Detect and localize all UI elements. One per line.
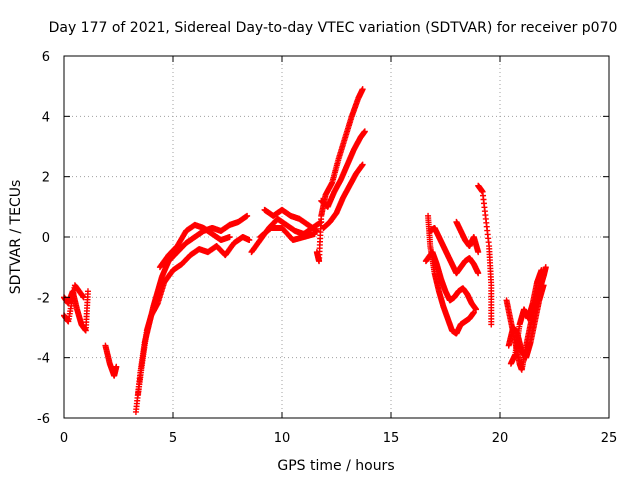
x-tick-label: 25 (601, 431, 618, 446)
y-tick-label: 6 (42, 50, 50, 65)
y-tick-label: 0 (42, 231, 50, 246)
y-tick-label: 4 (42, 110, 50, 125)
data-points (61, 86, 549, 415)
data-point (538, 267, 545, 274)
axis-ticks: 0 5 10 15 20 25 -6 -4 -2 0 2 4 6 (37, 50, 617, 446)
y-axis-label: SDTVAR / TECUs (8, 180, 24, 295)
y-tick-label: -2 (37, 291, 50, 306)
data-point (475, 270, 482, 277)
y-tick-label: -6 (37, 412, 50, 427)
x-tick-label: 15 (383, 431, 400, 446)
data-point (113, 363, 120, 370)
data-point (540, 282, 547, 289)
data-point (470, 309, 477, 316)
y-tick-label: -4 (37, 352, 50, 367)
x-axis-label: GPS time / hours (277, 458, 394, 474)
x-tick-label: 5 (169, 431, 177, 446)
data-point (361, 128, 368, 135)
data-point (80, 294, 87, 301)
data-point (542, 264, 549, 271)
data-point (244, 212, 251, 219)
data-point (313, 227, 320, 234)
y-tick-label: 2 (42, 171, 50, 186)
grid-lines (64, 56, 609, 418)
data-point (226, 234, 233, 240)
data-point (473, 306, 480, 313)
data-point (475, 249, 482, 256)
data-point (84, 288, 91, 295)
chart-title: Day 177 of 2021, Sidereal Day-to-day VTE… (49, 20, 618, 36)
x-tick-label: 20 (492, 431, 509, 446)
data-point (359, 161, 366, 168)
x-tick-label: 10 (274, 431, 291, 446)
data-point (311, 230, 318, 237)
data-point (246, 237, 253, 244)
data-point (488, 321, 495, 328)
data-point (359, 86, 366, 93)
x-tick-label: 0 (60, 431, 68, 446)
